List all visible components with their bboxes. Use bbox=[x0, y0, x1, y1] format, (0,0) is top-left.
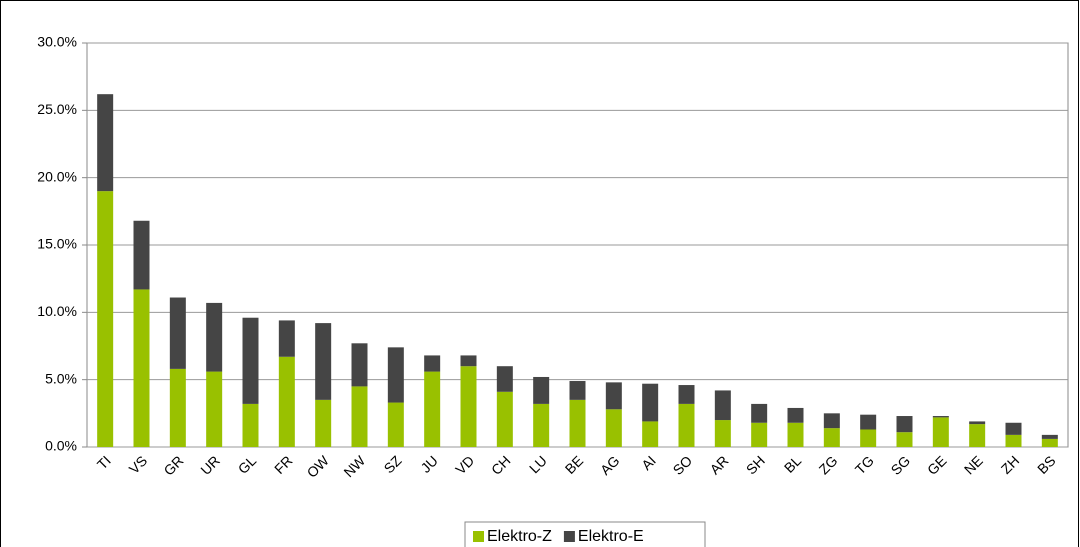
bar-segment bbox=[242, 317, 259, 404]
bar-segment bbox=[206, 371, 223, 447]
bar-segment bbox=[823, 428, 840, 447]
bar-segment bbox=[605, 409, 622, 447]
bar-segment bbox=[605, 382, 622, 410]
bar-segment bbox=[787, 422, 804, 447]
bar-segment bbox=[1005, 422, 1022, 435]
bar-segment bbox=[97, 191, 114, 447]
bar-segment bbox=[496, 366, 513, 392]
y-tick-label: 5.0% bbox=[45, 370, 77, 386]
bar-segment bbox=[1041, 434, 1058, 439]
bar-segment bbox=[678, 403, 695, 447]
bar-segment bbox=[315, 399, 332, 447]
bar-segment bbox=[569, 399, 586, 447]
legend-box bbox=[464, 521, 706, 547]
bar-segment bbox=[714, 420, 731, 447]
legend-label: Elektro-Z bbox=[487, 528, 552, 545]
bar-segment bbox=[860, 414, 877, 430]
bar-segment bbox=[569, 381, 586, 400]
bar-segment bbox=[787, 407, 804, 423]
bar-segment bbox=[896, 432, 913, 447]
y-tick-label: 10.0% bbox=[37, 303, 77, 319]
bar-segment bbox=[242, 403, 259, 447]
y-tick-label: 30.0% bbox=[37, 34, 77, 50]
bar-segment bbox=[1005, 434, 1022, 447]
bar-segment bbox=[315, 323, 332, 400]
bar-segment bbox=[424, 371, 441, 447]
bar-segment bbox=[932, 417, 949, 447]
bar-segment bbox=[460, 366, 477, 447]
bar-segment bbox=[751, 403, 768, 423]
legend-label: Elektro-E bbox=[578, 528, 644, 545]
y-tick-label: 20.0% bbox=[37, 168, 77, 184]
bar-segment bbox=[751, 422, 768, 447]
bar-segment bbox=[1041, 438, 1058, 447]
bar-segment bbox=[533, 376, 550, 404]
bar-segment bbox=[169, 297, 186, 369]
bar-segment bbox=[678, 385, 695, 404]
bar-segment bbox=[860, 429, 877, 447]
bar-segment bbox=[133, 220, 150, 290]
bar-segment bbox=[351, 386, 368, 447]
y-tick-label: 15.0% bbox=[37, 236, 77, 252]
bar-segment bbox=[133, 289, 150, 447]
bar-segment bbox=[932, 416, 949, 418]
bar-segment bbox=[278, 320, 295, 357]
bar-segment bbox=[969, 421, 986, 425]
bar-segment bbox=[642, 421, 659, 447]
bar-segment bbox=[496, 391, 513, 447]
bar-segment bbox=[387, 402, 404, 447]
bar-segment bbox=[460, 355, 477, 367]
legend-swatch bbox=[563, 531, 575, 542]
legend-swatch bbox=[473, 531, 484, 542]
bar-segment bbox=[969, 424, 986, 447]
bar-segment bbox=[714, 390, 731, 421]
bar-segment bbox=[278, 356, 295, 447]
bar-segment bbox=[896, 416, 913, 433]
y-tick-label: 0.0% bbox=[45, 438, 77, 454]
bar-segment bbox=[169, 368, 186, 447]
bar-segment bbox=[206, 302, 223, 372]
bar-segment bbox=[642, 383, 659, 422]
bar-segment bbox=[533, 403, 550, 447]
bar-segment bbox=[424, 355, 441, 372]
bar-segment bbox=[97, 94, 114, 192]
bar-segment bbox=[823, 413, 840, 429]
bar-segment bbox=[351, 343, 368, 387]
y-tick-label: 25.0% bbox=[37, 101, 77, 117]
bar-segment bbox=[387, 347, 404, 403]
